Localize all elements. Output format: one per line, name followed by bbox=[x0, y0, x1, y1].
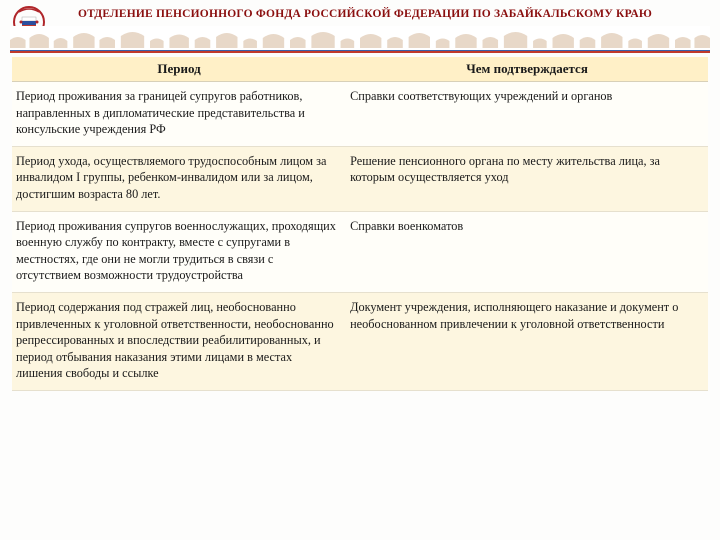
cell-proof: Справки военкоматов bbox=[346, 211, 708, 292]
flag-stripes bbox=[10, 48, 710, 53]
header: ОТДЕЛЕНИЕ ПЕНСИОННОГО ФОНДА РОССИЙСКОЙ Ф… bbox=[0, 0, 720, 53]
table-row: Период проживания супругов военнослужащи… bbox=[12, 211, 708, 292]
cell-period: Период проживания супругов военнослужащи… bbox=[12, 211, 346, 292]
cell-period: Период проживания за границей супругов р… bbox=[12, 82, 346, 147]
cell-proof: Решение пенсионного органа по месту жите… bbox=[346, 146, 708, 211]
people-silhouette bbox=[10, 26, 710, 48]
cell-proof: Документ учреждения, исполняющего наказа… bbox=[346, 292, 708, 390]
table-row: Период проживания за границей супругов р… bbox=[12, 82, 708, 147]
cell-period: Период содержания под стражей лиц, необо… bbox=[12, 292, 346, 390]
col-header-proof: Чем подтверждается bbox=[346, 57, 708, 82]
org-title: ОТДЕЛЕНИЕ ПЕНСИОННОГО ФОНДА РОССИЙСКОЙ Ф… bbox=[10, 8, 710, 26]
col-header-period: Период bbox=[12, 57, 346, 82]
cell-proof: Справки соответствующих учреждений и орг… bbox=[346, 82, 708, 147]
stripe-red bbox=[10, 51, 710, 53]
table-row: Период ухода, осуществляемого трудоспосо… bbox=[12, 146, 708, 211]
periods-table: Период Чем подтверждается Период прожива… bbox=[12, 57, 708, 391]
cell-period: Период ухода, осуществляемого трудоспосо… bbox=[12, 146, 346, 211]
content: Период Чем подтверждается Период прожива… bbox=[0, 53, 720, 399]
table-row: Период содержания под стражей лиц, необо… bbox=[12, 292, 708, 390]
